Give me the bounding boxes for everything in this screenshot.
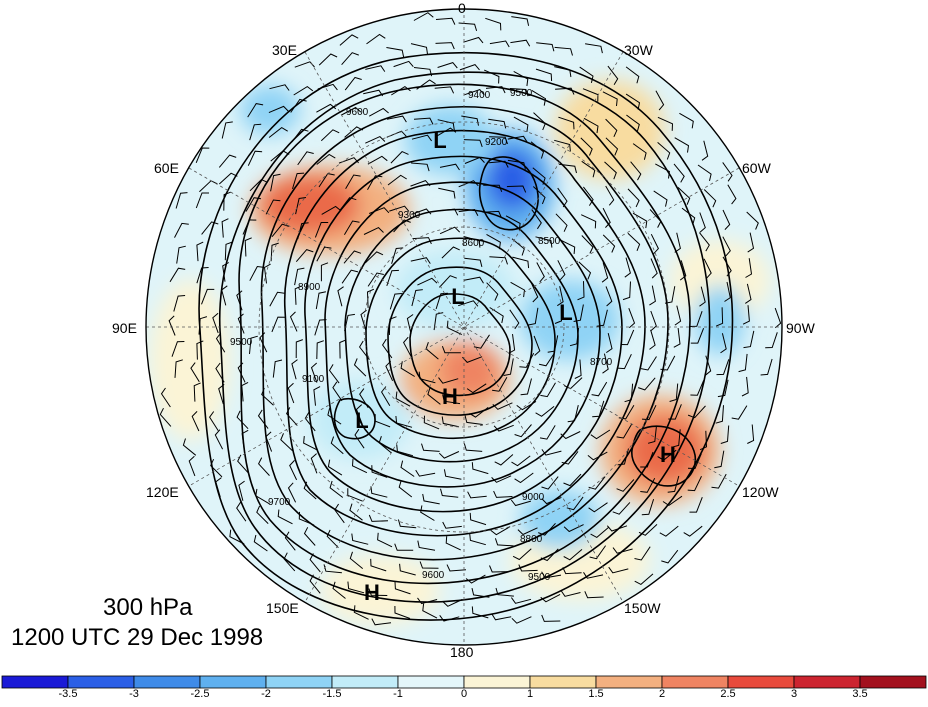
contour-label: 8500 <box>538 236 561 247</box>
map-boundary <box>145 8 783 646</box>
height-contours <box>198 51 734 621</box>
lon-label-0: 0 <box>458 0 466 16</box>
graticule <box>146 9 782 645</box>
wind-barbs <box>159 12 782 626</box>
contour-label: 9000 <box>522 492 545 503</box>
pressure-system-h-6: H <box>364 580 380 605</box>
contour-label: 8900 <box>298 282 321 293</box>
pressure-system-l-0: L <box>433 128 446 153</box>
colorbar-swatch <box>67 675 135 689</box>
lon-label-30e: 30E <box>272 42 297 58</box>
lon-label-30w: 30W <box>624 42 653 58</box>
contour-label: 9300 <box>398 210 421 221</box>
lon-label-180: 180 <box>450 644 474 660</box>
colorbar-swatch <box>265 675 333 689</box>
colorbar-swatch <box>199 675 267 689</box>
contour-label: 9700 <box>268 497 291 508</box>
colorbar-swatch <box>463 675 531 689</box>
contour-labels: 9400 9500 9600 9200 9300 8600 8500 8700 8900 9100… <box>230 88 613 583</box>
lon-label-150e: 150E <box>266 600 299 616</box>
contour-label: 8800 <box>520 534 543 545</box>
lon-label-90w: 90W <box>786 320 815 336</box>
pressure-system-l-1: L <box>451 284 464 309</box>
lon-label-90e: 90E <box>112 320 137 336</box>
colorbar-tick-label: 0 <box>460 688 468 700</box>
pressure-system-h-5: H <box>660 442 676 467</box>
colorbar-swatch <box>661 675 729 689</box>
contour-label: 9500 <box>528 572 551 583</box>
contour-label: 9500 <box>230 337 253 348</box>
pressure-level-title: 300 hPa <box>103 594 193 621</box>
contour-label: 8600 <box>462 238 485 249</box>
valid-time-title: 1200 UTC 29 Dec 1998 <box>11 624 264 651</box>
lon-label-60w: 60W <box>742 160 771 176</box>
pressure-system-h-4: H <box>442 384 458 409</box>
contour-label: 9500 <box>510 88 533 99</box>
colorbar-tick-label: -3 <box>129 688 139 700</box>
lon-label-150w: 150W <box>624 600 661 616</box>
contour-label: 9400 <box>468 90 491 101</box>
colorbar-swatch <box>859 675 927 689</box>
pressure-system-l-2: L <box>559 300 572 325</box>
colorbar-tick-label: 3.5 <box>852 688 868 700</box>
contour-label: 9100 <box>302 374 325 385</box>
pressure-system-markers: L L L L H H H <box>355 128 676 605</box>
colorbar-swatch <box>727 675 795 689</box>
colorbar-tick-label: 1.5 <box>588 688 604 700</box>
colorbar-swatch <box>133 675 201 689</box>
colorbar <box>1 675 927 689</box>
colorbar-swatch <box>529 675 597 689</box>
colorbar-swatch <box>331 675 399 689</box>
colorbar-tick-label: -1.5 <box>322 688 342 700</box>
contour-label: 8700 <box>590 357 613 368</box>
colorbar-tick-label: 3 <box>790 688 798 700</box>
colorbar-swatch <box>397 675 465 689</box>
colorbar-swatch <box>595 675 663 689</box>
colorbar-tick-label: 1 <box>526 688 534 700</box>
colorbar-tick-label: -1 <box>393 688 403 700</box>
contour-label: 9600 <box>346 107 369 118</box>
lon-label-120w: 120W <box>742 484 779 500</box>
colorbar-swatch <box>793 675 861 689</box>
pressure-system-l-3: L <box>355 408 368 433</box>
colorbar-tick-label: -2 <box>261 688 271 700</box>
colorbar-tick-label: -2.5 <box>190 688 210 700</box>
lon-label-60e: 60E <box>154 160 179 176</box>
colorbar-tick-label: 2 <box>658 688 666 700</box>
colorbar-tick-label: 2.5 <box>720 688 736 700</box>
colorbar-tick-label: -3.5 <box>58 688 78 700</box>
colorbar-swatch <box>1 675 69 689</box>
lon-label-120e: 120E <box>146 484 179 500</box>
contour-label: 9200 <box>485 137 508 148</box>
contour-label: 9600 <box>422 570 445 581</box>
